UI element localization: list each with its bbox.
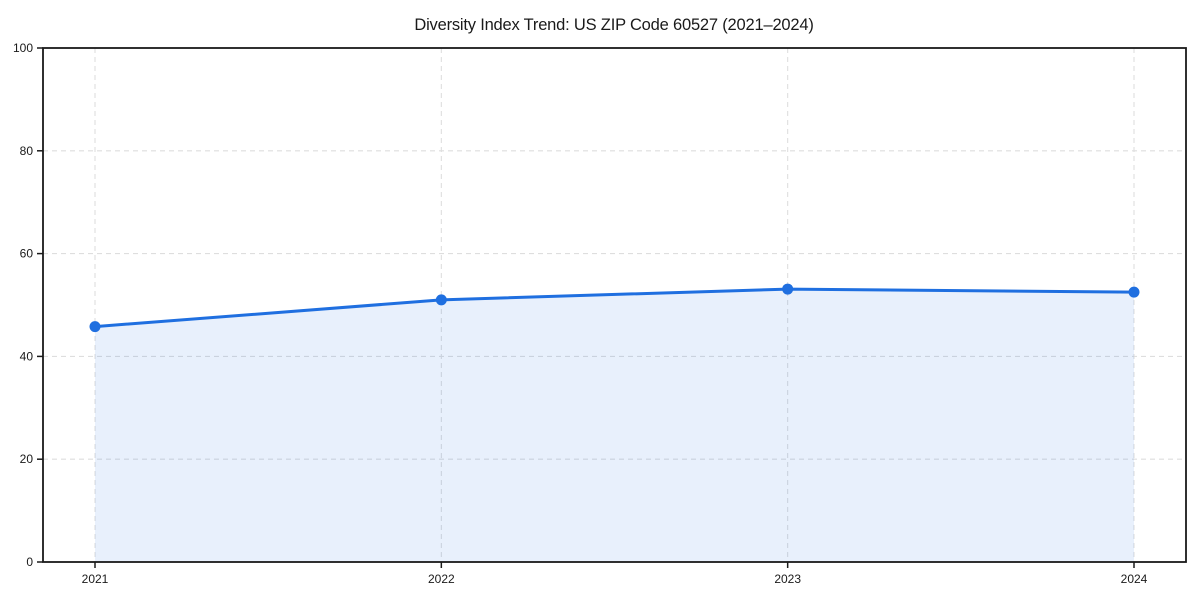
x-tick-label: 2024 [1121,572,1148,586]
axis-layer: 0 20 40 60 80 100 2021 2022 2023 2024 [13,41,1187,586]
data-point-2024 [1128,286,1140,298]
chart-title: Diversity Index Trend: US ZIP Code 60527… [414,16,813,34]
data-point-2023 [782,283,794,295]
x-tick-label: 2021 [82,572,109,586]
data-point-2021 [89,321,101,333]
x-tick-label: 2023 [774,572,801,586]
trend-line [93,287,1136,329]
y-tick-label: 0 [26,555,33,569]
y-tick-label: 60 [20,247,34,261]
y-tick-label: 20 [20,452,34,466]
series-layer [89,283,1140,562]
y-tick-label: 40 [20,349,34,363]
area-fill [95,289,1134,562]
data-point-2022 [435,294,447,306]
y-tick-label: 80 [20,144,34,158]
grid-layer [43,48,1186,562]
x-tick-label: 2022 [428,572,455,586]
plot-border [42,47,1187,563]
y-tick-label: 100 [13,41,33,55]
